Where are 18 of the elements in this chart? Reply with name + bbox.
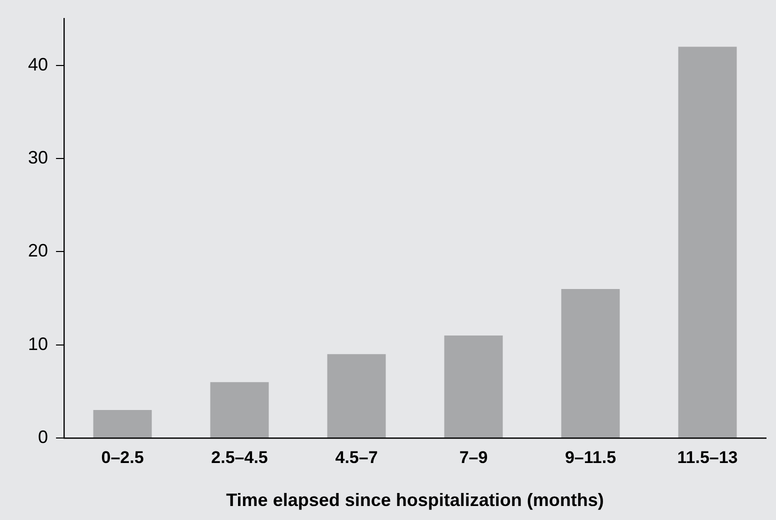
x-tick-label: 4.5–7 [335,448,378,467]
y-tick-label: 0 [38,426,48,447]
x-tick-label: 9–11.5 [564,448,616,467]
x-tick-label: 11.5–13 [677,448,738,467]
x-tick-label: 7–9 [459,448,488,467]
x-axis-title: Time elapsed since hospitalization (months) [226,490,604,510]
y-tick-label: 20 [28,240,48,261]
bar [561,288,620,438]
y-tick-label: 10 [28,334,48,354]
bar [444,336,503,438]
bar [678,46,737,438]
y-tick-label: 30 [28,148,48,168]
x-tick-label: 0–2.5 [101,448,144,467]
bar [93,410,152,438]
bar [210,382,269,438]
y-tick-label: 40 [28,54,48,74]
bar [327,354,386,438]
x-tick-label: 2.5–4.5 [211,448,268,467]
